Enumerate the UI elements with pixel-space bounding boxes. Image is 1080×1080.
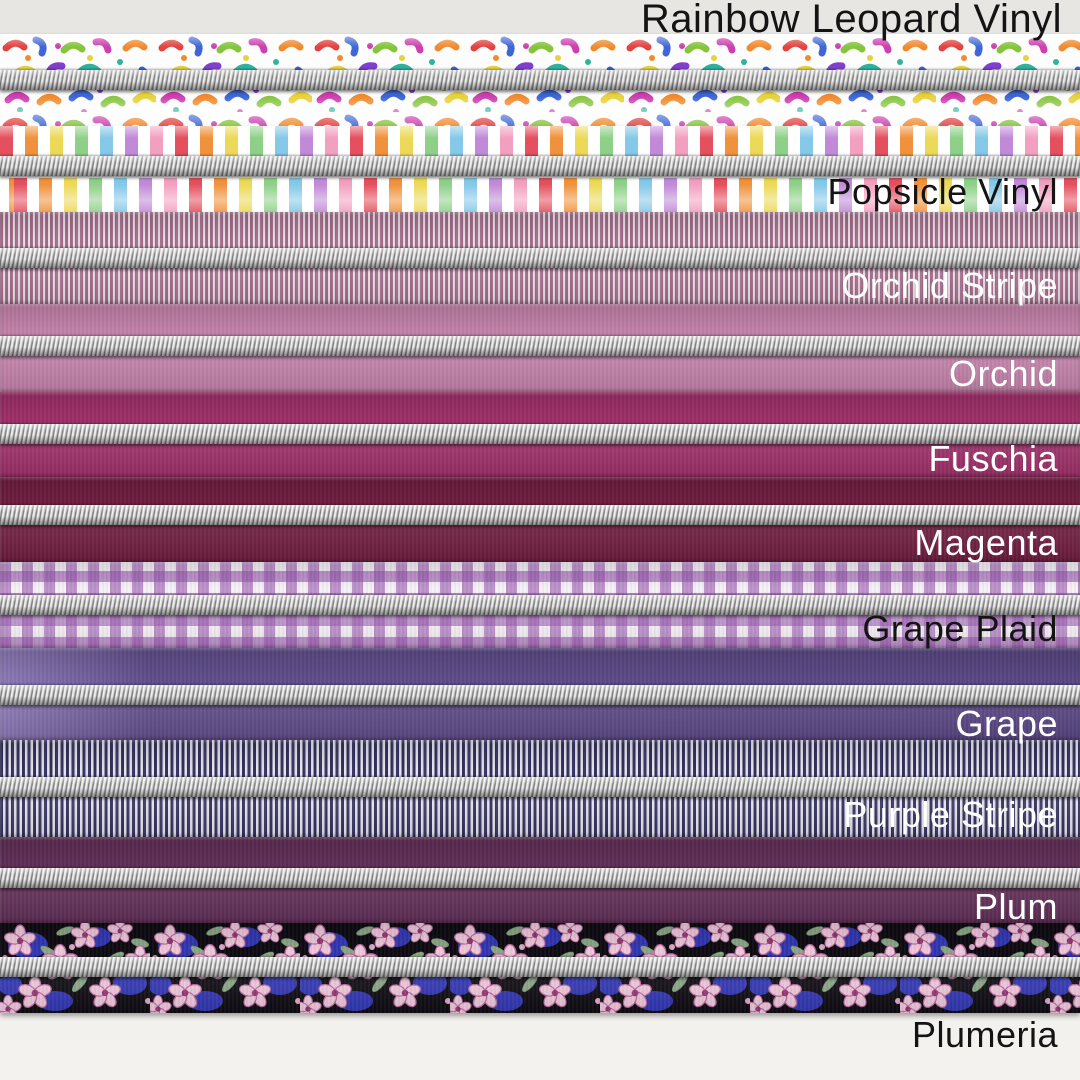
tape-popsicle-vinyl <box>0 126 1080 212</box>
zipper-coil <box>0 70 1080 90</box>
zipper-coil <box>0 336 1080 356</box>
tape-purple-stripe <box>0 740 1080 837</box>
tape-rainbow-leopard-vinyl <box>0 34 1080 126</box>
tape-orchid <box>0 304 1080 392</box>
tape-orchid-stripe <box>0 212 1080 304</box>
tape-label-grape: Grape <box>955 703 1058 744</box>
popsicle-stripes-top <box>0 126 1080 156</box>
zipper-coil <box>0 685 1080 705</box>
zipper-coil <box>0 424 1080 444</box>
tape-label-popsicle-vinyl: Popsicle Vinyl <box>827 171 1058 212</box>
tape-magenta <box>0 477 1080 562</box>
tape-fuschia <box>0 392 1080 477</box>
zipper-coil <box>0 505 1080 525</box>
tape-label-purple-stripe: Purple Stripe <box>843 794 1058 835</box>
zipper-coil <box>0 868 1080 888</box>
tape-plumeria <box>0 923 1080 1013</box>
tape-label-magenta: Magenta <box>914 522 1058 563</box>
tape-plum <box>0 837 1080 923</box>
zipper-coil <box>0 957 1080 977</box>
tape-label-plumeria: Plumeria <box>911 1014 1058 1055</box>
tape-label-plum: Plum <box>973 886 1058 927</box>
zipper-coil <box>0 595 1080 615</box>
tape-label-orchid-stripe: Orchid Stripe <box>841 265 1058 306</box>
tape-grape-plaid <box>0 562 1080 648</box>
tape-label-grape-plaid: Grape Plaid <box>862 608 1058 649</box>
tape-label-orchid: Orchid <box>948 353 1058 394</box>
zipper-coil <box>0 156 1080 176</box>
zipper-coil <box>0 248 1080 268</box>
popsicle-stripes-bottom <box>0 178 1080 212</box>
tape-label-rainbow-leopard-vinyl: Rainbow Leopard Vinyl <box>640 0 1062 41</box>
tape-label-fuschia: Fuschia <box>928 438 1058 479</box>
tape-grape <box>0 648 1080 740</box>
zipper-coil <box>0 777 1080 797</box>
